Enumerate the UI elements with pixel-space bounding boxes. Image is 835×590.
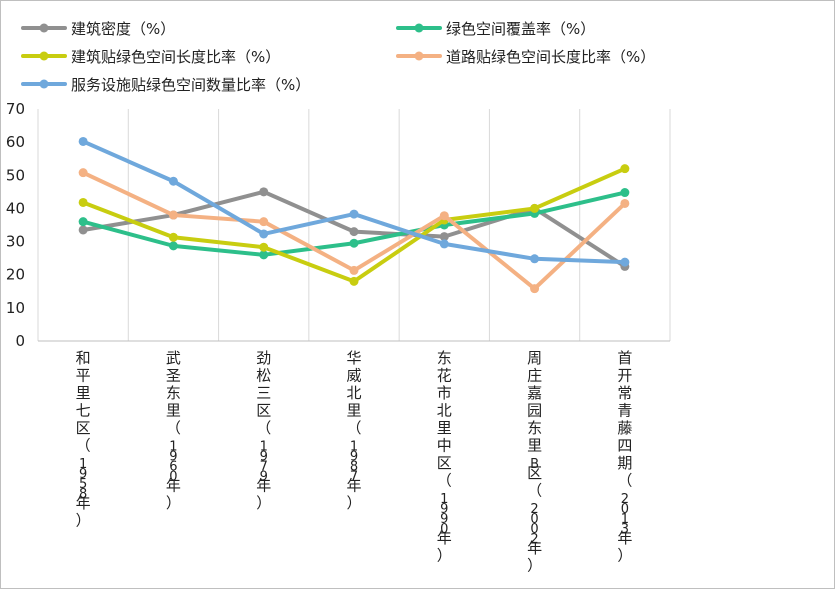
y-tick-label: 50 xyxy=(6,166,25,184)
legend-swatch-marker xyxy=(39,79,49,89)
legend-swatch-marker xyxy=(414,23,424,33)
x-category-label: 东花市北里中区（ 1 9 9 0年） xyxy=(437,349,452,565)
data-point xyxy=(168,176,178,186)
data-point xyxy=(349,265,359,275)
data-point xyxy=(259,250,269,260)
y-tick-label: 0 xyxy=(15,332,25,350)
data-point xyxy=(349,238,359,248)
legend-label: 建筑贴绿色空间长度比率（%） xyxy=(71,48,280,66)
legend-swatch-marker xyxy=(39,23,49,33)
y-tick-label: 20 xyxy=(6,266,25,284)
legend-swatch-marker xyxy=(39,51,49,61)
y-tick-label: 60 xyxy=(6,133,25,151)
legend-item: 建筑密度（%） xyxy=(21,20,175,38)
legend-item: 绿色空间覆盖率（%） xyxy=(396,20,595,38)
x-axis-categories: 和平里七区（ 1 9 5 8年） 武圣东里（ 1 9 6 0年） 劲松三区（ 1 9 7 9年） 华威北里（ 1… xyxy=(76,349,633,575)
data-point xyxy=(78,225,88,235)
y-tick-label: 10 xyxy=(6,299,25,317)
data-point xyxy=(620,164,630,174)
x-category-label: 华威北里（ 1 9 8 7年） xyxy=(346,349,361,512)
grid-lines xyxy=(37,109,671,342)
data-point xyxy=(530,254,540,264)
data-point xyxy=(259,217,269,227)
legend-item: 建筑贴绿色空间长度比率（%） xyxy=(21,48,280,66)
legend-label: 建筑密度（%） xyxy=(71,20,175,38)
data-point xyxy=(530,284,540,294)
y-tick-label: 40 xyxy=(6,199,25,217)
data-point xyxy=(439,239,449,249)
legend-label: 绿色空间覆盖率（%） xyxy=(446,20,595,38)
y-tick-label: 70 xyxy=(6,100,25,118)
data-point xyxy=(620,188,630,198)
legend-swatch-marker xyxy=(414,51,424,61)
data-point xyxy=(439,211,449,221)
x-category-label: 和平里七区（ 1 9 5 8年） xyxy=(76,349,91,530)
data-point xyxy=(78,197,88,207)
legend-label: 道路贴绿色空间长度比率（%） xyxy=(446,48,655,66)
data-point xyxy=(78,168,88,178)
legend: 建筑密度（%） 绿色空间覆盖率（%） 建筑贴绿色空间长度比率（%） 道路贴绿色空间长度… xyxy=(21,20,655,94)
data-point xyxy=(620,257,630,267)
series-group xyxy=(78,168,630,294)
data-point xyxy=(259,229,269,239)
data-point xyxy=(530,203,540,213)
y-axis-ticks: 0 10 20 30 40 50 60 70 xyxy=(6,100,25,350)
data-point xyxy=(168,210,178,220)
series-group xyxy=(78,188,630,260)
series-layer xyxy=(78,136,630,294)
x-category-label: 周庄嘉园东里 B区（ 2 0 0 2年） xyxy=(527,349,542,575)
data-point xyxy=(439,232,449,242)
data-point xyxy=(349,227,359,237)
data-point xyxy=(78,136,88,146)
x-category-label: 武圣东里（ 1 9 6 0年） xyxy=(166,349,181,512)
data-point xyxy=(349,276,359,286)
legend-item: 道路贴绿色空间长度比率（%） xyxy=(396,48,655,66)
data-point xyxy=(168,241,178,251)
series-group xyxy=(78,136,630,267)
x-category-label: 劲松三区（ 1 9 7 9年） xyxy=(256,349,271,512)
data-point xyxy=(620,198,630,208)
data-point xyxy=(78,217,88,227)
legend-label: 服务设施贴绿色空间数量比率（%） xyxy=(71,76,310,94)
x-category-label: 首开常青藤四期（ 2 0 1 3年） xyxy=(617,349,632,565)
y-tick-label: 30 xyxy=(6,233,25,251)
data-point xyxy=(349,209,359,219)
legend-item: 服务设施贴绿色空间数量比率（%） xyxy=(21,76,310,94)
data-point xyxy=(259,242,269,252)
series-line xyxy=(81,166,627,284)
data-point xyxy=(168,232,178,242)
data-point xyxy=(259,187,269,197)
